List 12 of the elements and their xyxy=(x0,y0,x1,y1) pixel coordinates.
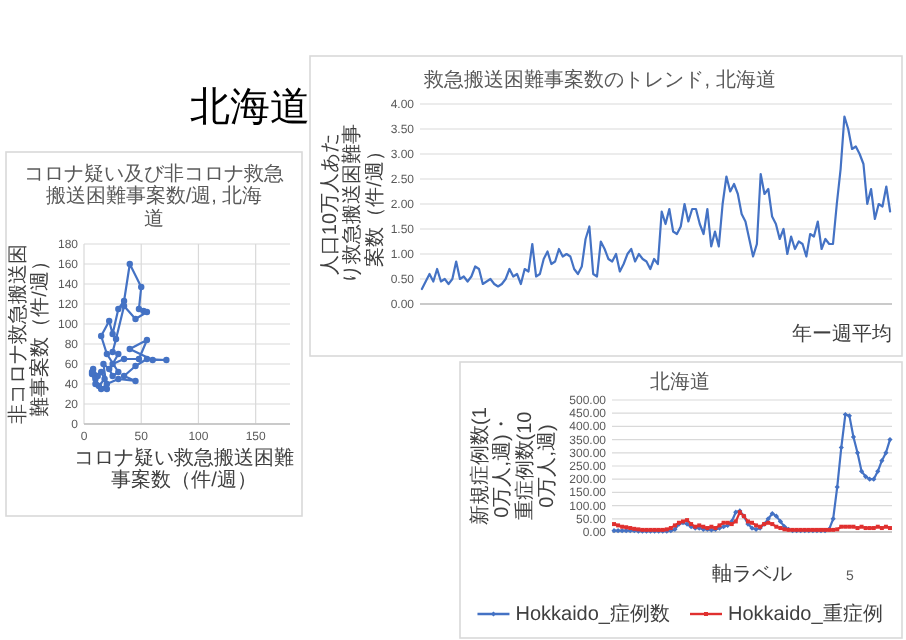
legend-label: Hokkaido_重症例 xyxy=(728,602,883,626)
xlabel: 年ー週平均 xyxy=(792,324,892,346)
title: コロナ疑い及び非コロナ救急搬送困難事案数/週, 北海道 xyxy=(24,164,284,231)
ylabel: 新規症例数(10万人,週)・重症例数(100万人,週) xyxy=(470,407,560,525)
title: 北海道 xyxy=(650,372,710,394)
ylabel: 非コロナ救急搬送困難事案数（件/週） xyxy=(8,244,53,424)
ylabel: 人口10万人あたり救急搬送困難事案数（件/週） xyxy=(320,124,387,284)
legend-label: Hokkaido_症例数 xyxy=(515,602,670,626)
title: 救急搬送困難事案数のトレンド, 北海道 xyxy=(424,70,776,92)
xlabel: コロナ疑い救急搬送困難事案数（件/週） xyxy=(74,448,294,493)
xlabel: 軸ラベル xyxy=(712,564,792,586)
title: 北海道 xyxy=(190,86,310,130)
